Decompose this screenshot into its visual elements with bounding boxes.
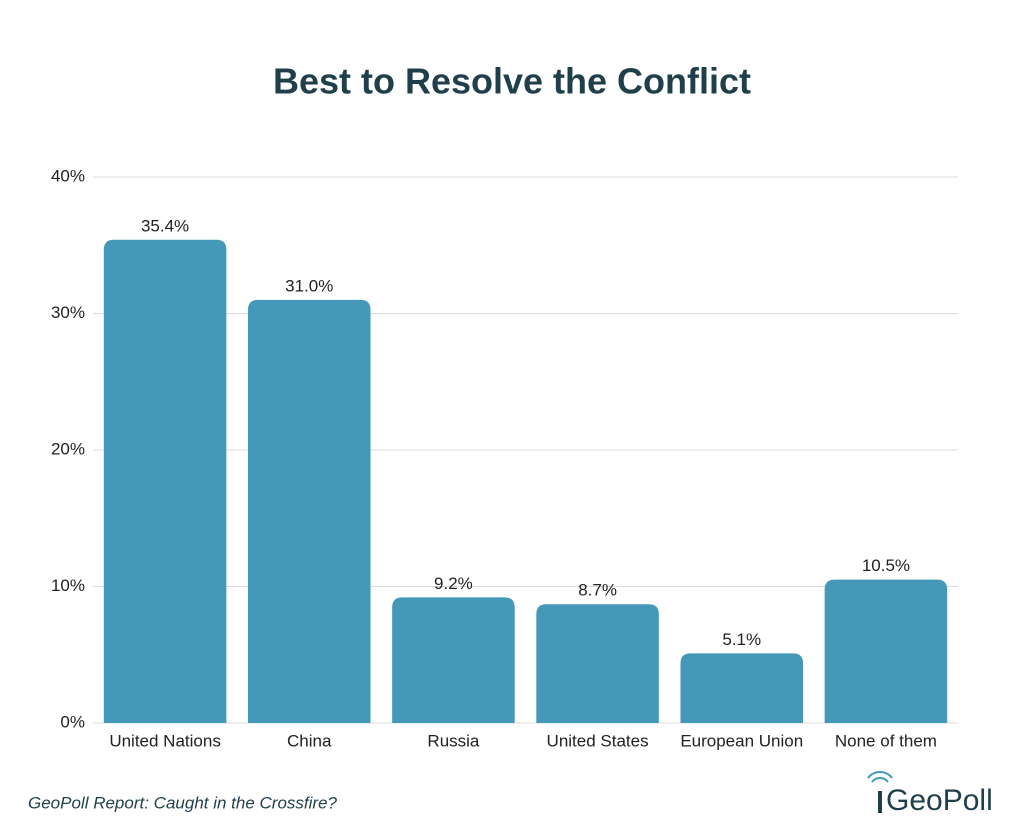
y-tick-label: 20%	[51, 439, 85, 458]
logo-icon	[867, 771, 893, 813]
bar	[392, 597, 515, 723]
logo-text: GeoPoll	[886, 784, 993, 817]
bar	[103, 239, 227, 724]
value-label: 10.5%	[862, 556, 910, 575]
bar	[247, 299, 371, 723]
logo-signal	[867, 771, 893, 783]
value-label: 35.4%	[141, 216, 189, 235]
x-tick-label: None of them	[835, 731, 937, 750]
y-tick-label: 30%	[51, 303, 85, 322]
x-tick-label: Russia	[427, 731, 480, 750]
value-label: 9.2%	[434, 574, 473, 593]
logo-bar	[878, 791, 882, 813]
x-tick-label: China	[287, 731, 332, 750]
x-tick-label: United Nations	[109, 731, 221, 750]
value-label: 31.0%	[285, 276, 333, 295]
bar	[536, 604, 659, 723]
chart-title: Best to Resolve the Conflict	[273, 61, 751, 102]
y-tick-label: 0%	[60, 712, 85, 731]
source-note: GeoPoll Report: Caught in the Crossfire?	[28, 793, 338, 812]
x-tick-label: United States	[547, 731, 649, 750]
y-tick-label: 10%	[51, 576, 85, 595]
y-tick-label: 40%	[51, 166, 85, 185]
value-label: 5.1%	[722, 630, 761, 649]
x-tick-label: European Union	[680, 731, 803, 750]
bar	[680, 653, 804, 723]
bar	[824, 579, 948, 723]
value-label: 8.7%	[578, 581, 617, 600]
